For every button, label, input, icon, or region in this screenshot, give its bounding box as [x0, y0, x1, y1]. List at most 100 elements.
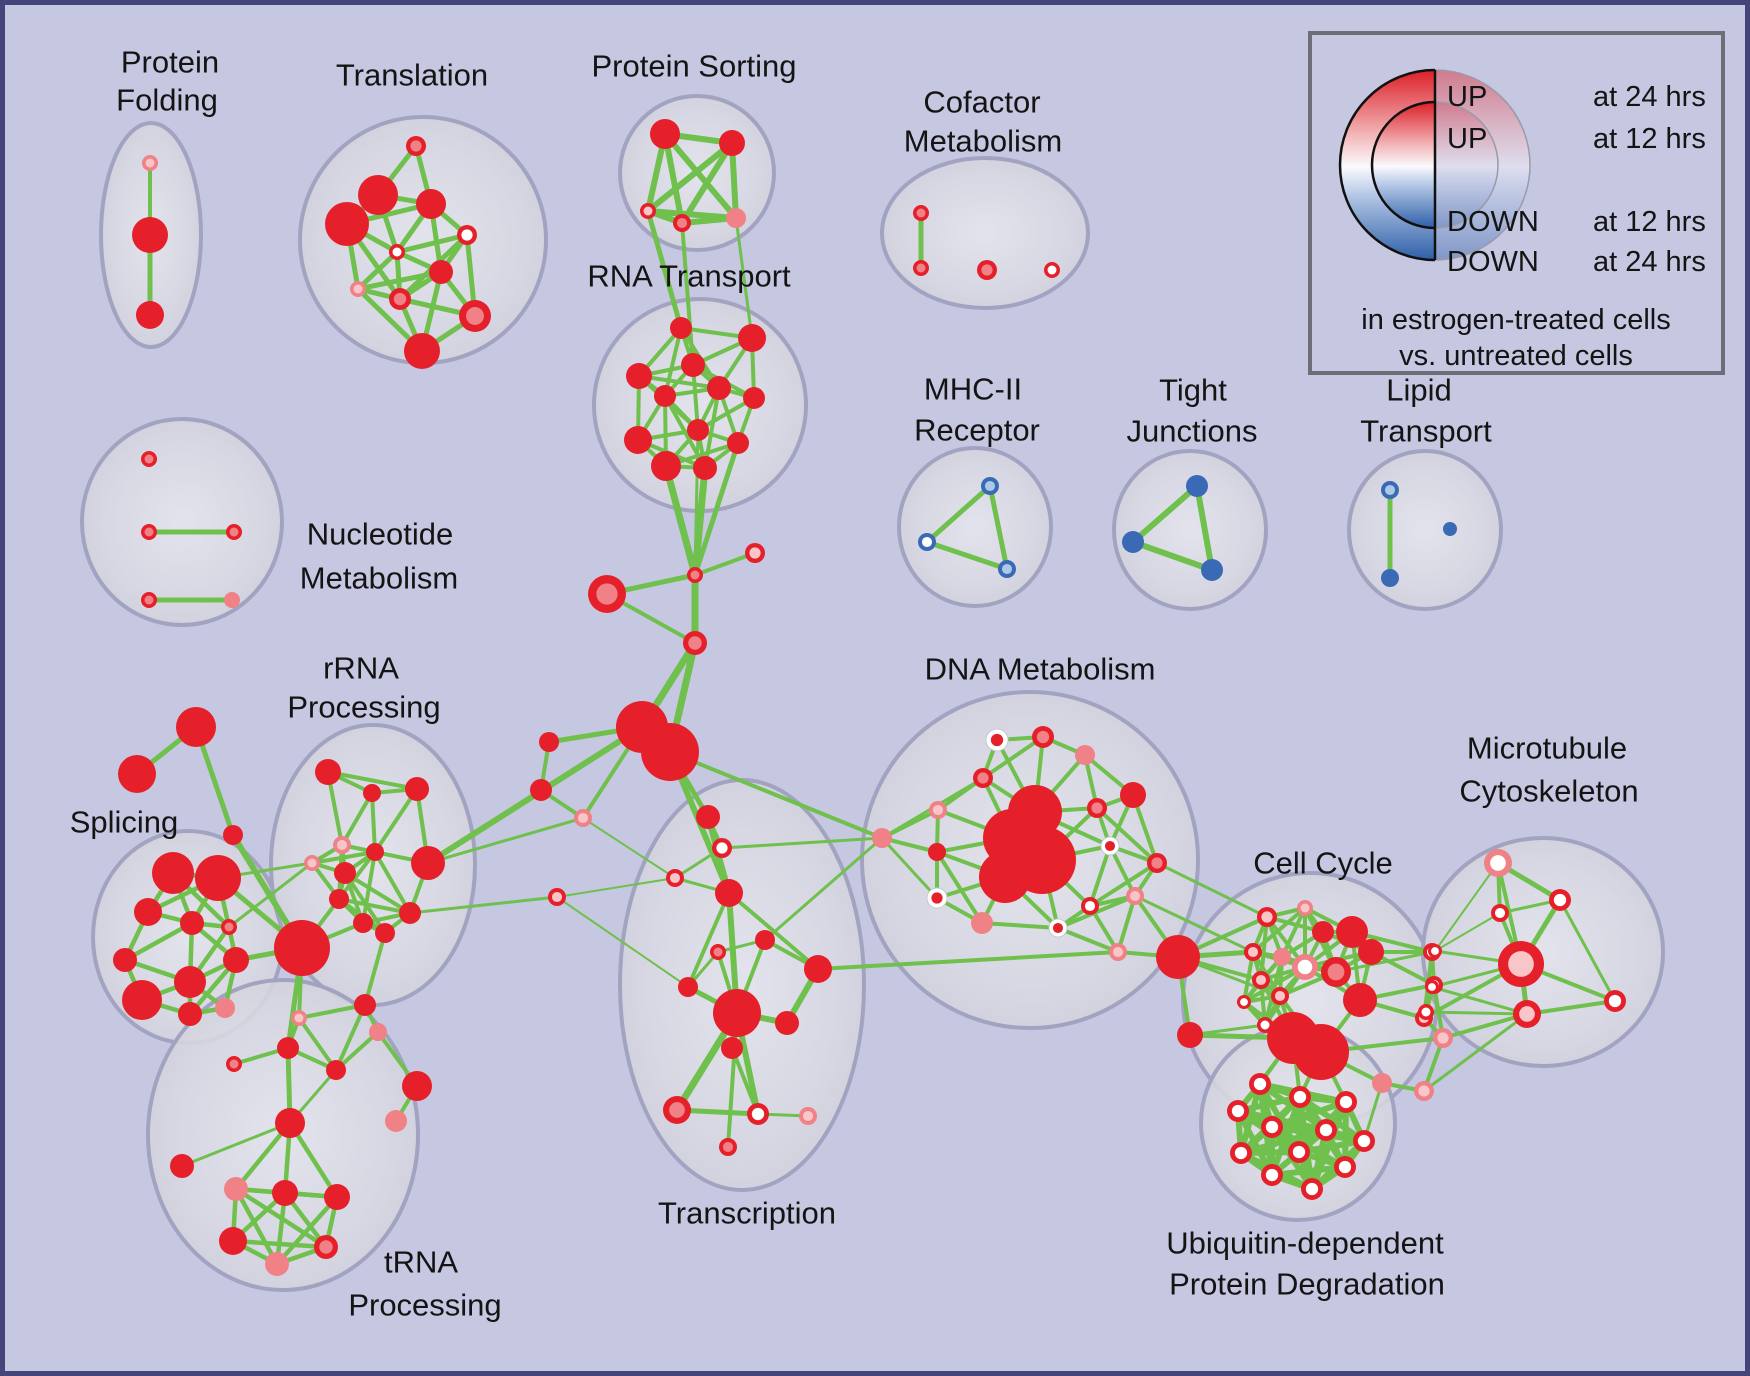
gene-node-ring	[118, 755, 156, 793]
rna-transport-label: RNA Transport	[587, 259, 791, 294]
protein-sorting-edge	[645, 140, 735, 214]
gene-node-core	[977, 772, 989, 784]
protein-sorting-edge	[662, 131, 685, 226]
inter-cluster-edge	[227, 861, 314, 929]
rrna-processing-edge	[297, 1016, 338, 1072]
gene-node-ring	[265, 1252, 289, 1276]
gene-node-ring	[176, 707, 216, 747]
gene-node-core	[1431, 947, 1439, 955]
rrna-processing-edge	[297, 1003, 367, 1020]
gene-node-ring	[641, 723, 699, 781]
gene-node-ring	[1312, 921, 1334, 943]
gene-node-core	[1338, 1160, 1352, 1174]
lipid-transport-ellipse	[1347, 449, 1503, 611]
gene-node-core	[1339, 1095, 1353, 1109]
gene-node-ring	[174, 966, 206, 998]
gene-node-ring	[334, 862, 356, 884]
legend-direction-label: DOWN	[1447, 246, 1539, 278]
dna-metabolism-edge	[1056, 926, 1120, 954]
inter-cluster-edge	[1334, 950, 1434, 974]
gene-node-core	[393, 292, 407, 306]
gene-node-core	[1508, 951, 1534, 977]
gene-node-core	[921, 536, 933, 548]
gene-node-core	[669, 872, 681, 884]
gene-node-ring	[715, 879, 743, 907]
gene-node-ring	[354, 994, 376, 1016]
gene-node-ring	[1156, 935, 1200, 979]
gene-node-core	[916, 208, 926, 218]
gene-node-ring	[405, 777, 429, 801]
inter-cluster-edge	[693, 551, 757, 577]
splicing-label: Splicing	[70, 805, 179, 840]
gene-node-core	[1490, 855, 1506, 871]
transcription-edge	[730, 1046, 760, 1116]
legend-ring-outline	[1434, 69, 1531, 261]
rrna-processing-edge	[326, 770, 419, 791]
gene-node-core	[1231, 1104, 1245, 1118]
nucleotide-metabolism-label: Nucleotide	[307, 517, 453, 552]
gene-node-ring	[369, 1023, 387, 1041]
gene-node-ring	[626, 363, 652, 389]
gene-node-ring	[726, 208, 746, 228]
gene-node-core	[676, 217, 688, 229]
gene-node-ring	[696, 805, 720, 829]
inter-cluster-edge	[426, 816, 585, 865]
gene-node-core	[392, 247, 402, 257]
gene-node-ring	[404, 333, 440, 369]
gene-node-core	[802, 1110, 814, 1122]
rrna-processing-edge	[310, 850, 377, 865]
gene-node-ring	[1186, 475, 1208, 497]
ubiquitin-degradation-edge	[1238, 1127, 1329, 1156]
gene-node-ring	[178, 1002, 202, 1026]
legend-time-label: at 12 hrs	[1593, 206, 1706, 238]
gene-node-ring	[223, 947, 249, 973]
gene-node-core	[1084, 900, 1096, 912]
microtubule-cytoskeleton-label: Microtubule	[1467, 731, 1627, 766]
gene-node-core	[716, 842, 728, 854]
gene-node-ring	[1120, 782, 1146, 808]
gene-node-ring	[928, 843, 946, 861]
gene-node-core	[1428, 983, 1436, 991]
gene-node-ring	[219, 1227, 247, 1255]
nucleotide-metabolism-label: Metabolism	[300, 561, 459, 596]
inter-cluster-edge	[668, 750, 884, 840]
tight-junctions-label: Junctions	[1127, 414, 1258, 449]
gene-node-core	[713, 947, 723, 957]
gene-node-ring	[180, 911, 204, 935]
microtubule-cytoskeleton-label: Cytoskeleton	[1459, 774, 1638, 809]
mhc-ii-receptor-label: MHC-II	[924, 372, 1022, 407]
gene-node-core	[1151, 857, 1163, 869]
gene-node-ring	[693, 456, 717, 480]
microtubule-cytoskeleton-edge	[1525, 999, 1617, 1016]
gene-node-ring	[650, 119, 680, 149]
microtubule-cytoskeleton-edge	[1434, 862, 1499, 952]
tight-junctions-edge	[1130, 539, 1215, 573]
dna-metabolism-edge	[1088, 844, 1112, 908]
gene-node-core	[319, 1240, 333, 1254]
inter-cluster-edge	[720, 836, 884, 850]
gene-node-core	[1253, 1077, 1267, 1091]
gene-node-ring	[713, 989, 761, 1037]
trna-processing-edge	[230, 1238, 329, 1250]
gene-node-core	[1292, 1145, 1306, 1159]
cell-cycle-edge	[1280, 906, 1307, 959]
inter-cluster-edge	[680, 221, 695, 367]
gene-node-ring	[363, 784, 381, 802]
gene-node-ring	[687, 419, 709, 441]
gene-node-ring	[366, 843, 384, 861]
protein-sorting-edge	[662, 131, 739, 221]
rna-transport-edge	[663, 326, 683, 398]
gene-node-ring	[277, 1037, 299, 1059]
mhc-ii-receptor-ellipse	[897, 446, 1053, 608]
gene-node-ring	[979, 851, 1031, 903]
gene-node-core	[1052, 922, 1064, 934]
inter-cluster-edge	[880, 836, 939, 900]
gene-node-ring	[170, 1154, 194, 1178]
gene-node-ring	[324, 1184, 350, 1210]
gene-node-core	[1293, 1090, 1307, 1104]
gene-node-core	[1001, 563, 1013, 575]
gene-node-core	[294, 1013, 304, 1023]
gene-node-core	[1091, 802, 1103, 814]
